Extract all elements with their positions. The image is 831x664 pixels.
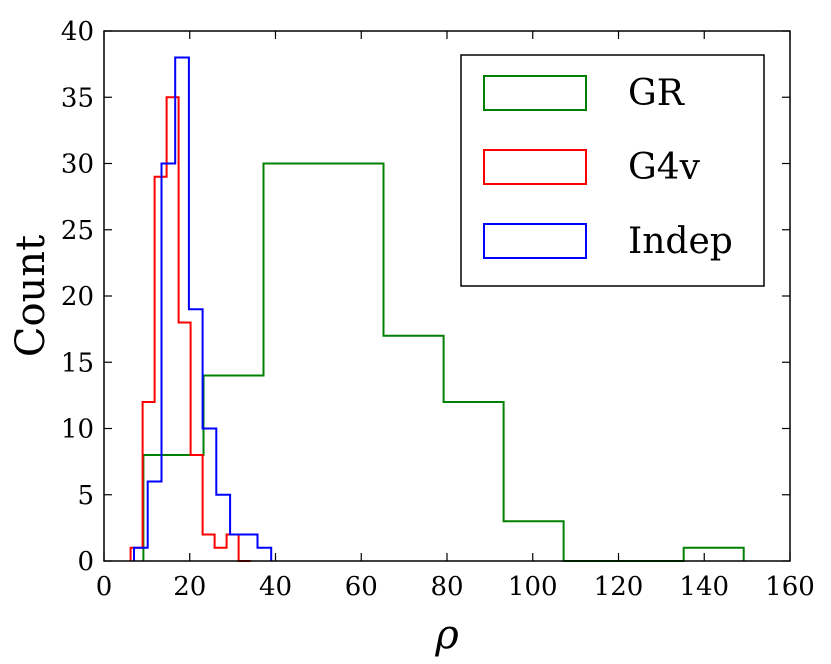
x-tick-label: 100 — [508, 572, 558, 602]
legend-label-gr: GR — [628, 73, 685, 114]
y-tick-label: 25 — [61, 216, 94, 246]
legend-swatch-indep — [483, 223, 587, 259]
x-tick-label: 140 — [679, 572, 729, 602]
x-tick-label: 60 — [345, 572, 378, 602]
y-tick-label: 30 — [61, 150, 94, 180]
x-tick-label: 20 — [173, 572, 206, 602]
y-tick-label: 10 — [61, 415, 94, 445]
x-tick-label: 120 — [594, 572, 644, 602]
legend: GR G4v Indep — [460, 54, 765, 287]
legend-frame — [460, 54, 765, 287]
y-axis-title: Count — [8, 235, 54, 357]
y-tick-label: 0 — [77, 547, 94, 577]
x-tick-label: 80 — [430, 572, 463, 602]
legend-label-g4v: G4v — [628, 147, 701, 188]
tick-layer: 0 20 40 60 80 100 120 140 160 0 5 10 15 20 25 30 35 40 — [61, 17, 815, 602]
x-tick-label: 0 — [96, 572, 113, 602]
series-g4v-histogram — [129, 96, 251, 562]
legend-label-indep: Indep — [628, 221, 733, 262]
legend-swatch-g4v — [483, 149, 587, 185]
y-tick-label: 35 — [61, 83, 94, 113]
legend-swatch-gr — [483, 75, 587, 111]
y-tick-label: 40 — [61, 17, 94, 47]
y-tick-label: 20 — [61, 282, 94, 312]
x-axis-title: ρ — [434, 612, 459, 658]
y-tick-label: 5 — [77, 481, 94, 511]
x-tick-label: 160 — [765, 572, 815, 602]
x-tick-label: 40 — [259, 572, 292, 602]
y-tick-label: 15 — [61, 348, 94, 378]
series-indep-histogram — [133, 56, 273, 561]
